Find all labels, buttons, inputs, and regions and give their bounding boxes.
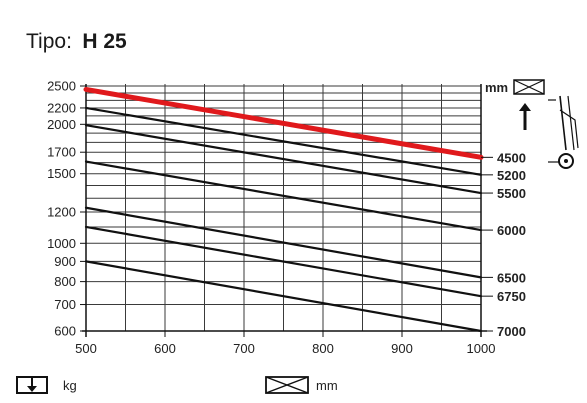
y-tick-labels: 2500 2200 2000 1700 1500 1200 1000 900 800 700 600 — [47, 79, 86, 339]
series-label-4500: 4500 — [497, 150, 526, 165]
y-tick-label: 1700 — [47, 145, 76, 160]
y-tick-label: 800 — [54, 274, 76, 289]
series-label-5200: 5200 — [497, 168, 526, 183]
y-tick-label: 1200 — [47, 205, 76, 220]
series-label-7000: 7000 — [497, 324, 526, 339]
x-tick-label: 600 — [154, 341, 176, 356]
series-label-5500: 5500 — [497, 186, 526, 201]
series-labels: 4500 5200 5500 6000 6500 6750 7000 — [481, 150, 526, 339]
y-tick-label: 700 — [54, 297, 76, 312]
series-label-6750: 6750 — [497, 289, 526, 304]
load-down-arrow-icon — [16, 376, 48, 394]
y-tick-label: 2200 — [47, 100, 76, 115]
series-line-6500 — [84, 206, 483, 279]
x-tick-label: 1000 — [467, 341, 496, 356]
series-line-5500 — [84, 124, 483, 195]
title-prefix: Tipo: — [26, 30, 72, 53]
x-tick-label: 900 — [391, 341, 413, 356]
title-model: H 25 — [82, 30, 127, 53]
series-line-5200 — [84, 106, 483, 176]
x-tick-label: 500 — [75, 341, 97, 356]
x-tick-label: 700 — [233, 341, 255, 356]
series-lines — [83, 86, 484, 333]
y-tick-label: 2500 — [47, 79, 76, 94]
x-unit-label: mm — [316, 378, 338, 393]
y-tick-label: 1500 — [47, 166, 76, 181]
series-label-6500: 6500 — [497, 270, 526, 285]
x-tick-labels: 500 600 700 800 900 1000 — [75, 331, 495, 356]
series-line-4500 — [83, 86, 484, 160]
y-unit-label: kg — [63, 378, 77, 393]
series-label-6000: 6000 — [497, 223, 526, 238]
y-tick-label: 900 — [54, 254, 76, 269]
right-unit-label: mm — [485, 80, 508, 95]
forklift-icon — [548, 95, 579, 169]
y-tick-label: 600 — [54, 324, 76, 339]
series-line-6750 — [84, 225, 483, 298]
chart-title: Tipo: H 25 — [26, 30, 127, 53]
x-tick-label: 800 — [312, 341, 334, 356]
crate-dimension-icon-bottom — [265, 376, 309, 394]
y-tick-label: 1000 — [47, 236, 76, 251]
crate-dimension-icon — [513, 79, 545, 95]
series-line-6000 — [84, 160, 483, 232]
lift-height-icon — [519, 103, 531, 130]
series-line-7000 — [84, 260, 483, 333]
y-tick-label: 2000 — [47, 117, 76, 132]
